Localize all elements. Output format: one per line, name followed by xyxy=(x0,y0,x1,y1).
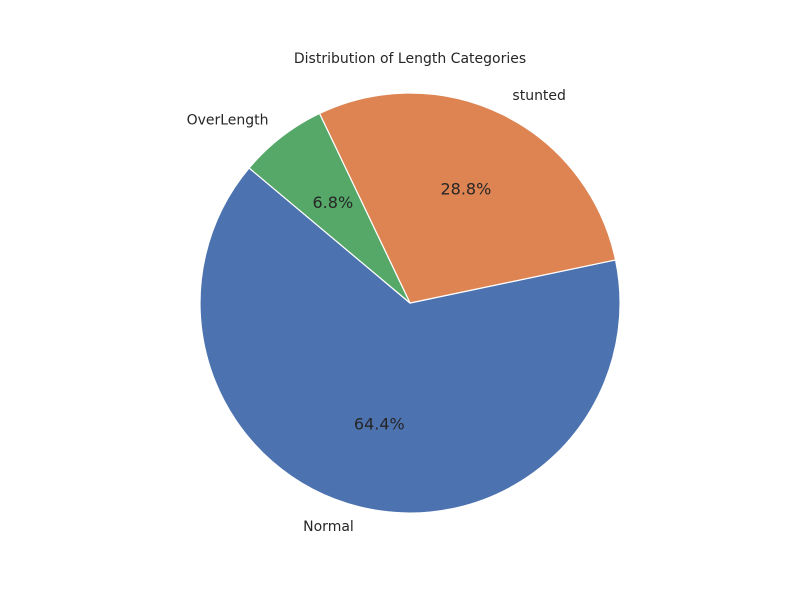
slice-percent-normal: 64.4% xyxy=(354,415,405,434)
pie-slice-normal xyxy=(199,167,621,514)
slice-label-overlength: OverLength xyxy=(187,112,269,128)
pie-slices xyxy=(199,92,621,514)
pie-slice-overlength xyxy=(248,112,411,304)
slice-label-normal: Normal xyxy=(303,519,354,535)
slice-label-stunted: stunted xyxy=(512,88,566,104)
pie-slice-stunted xyxy=(318,92,617,304)
slice-percent-overlength: 6.8% xyxy=(313,193,354,212)
pie-labels: Normal 64.4% stunted 28.8% OverLength 6.8% xyxy=(187,88,566,535)
slice-percent-stunted: 28.8% xyxy=(440,180,491,199)
chart-title: Distribution of Length Categories xyxy=(294,51,526,67)
